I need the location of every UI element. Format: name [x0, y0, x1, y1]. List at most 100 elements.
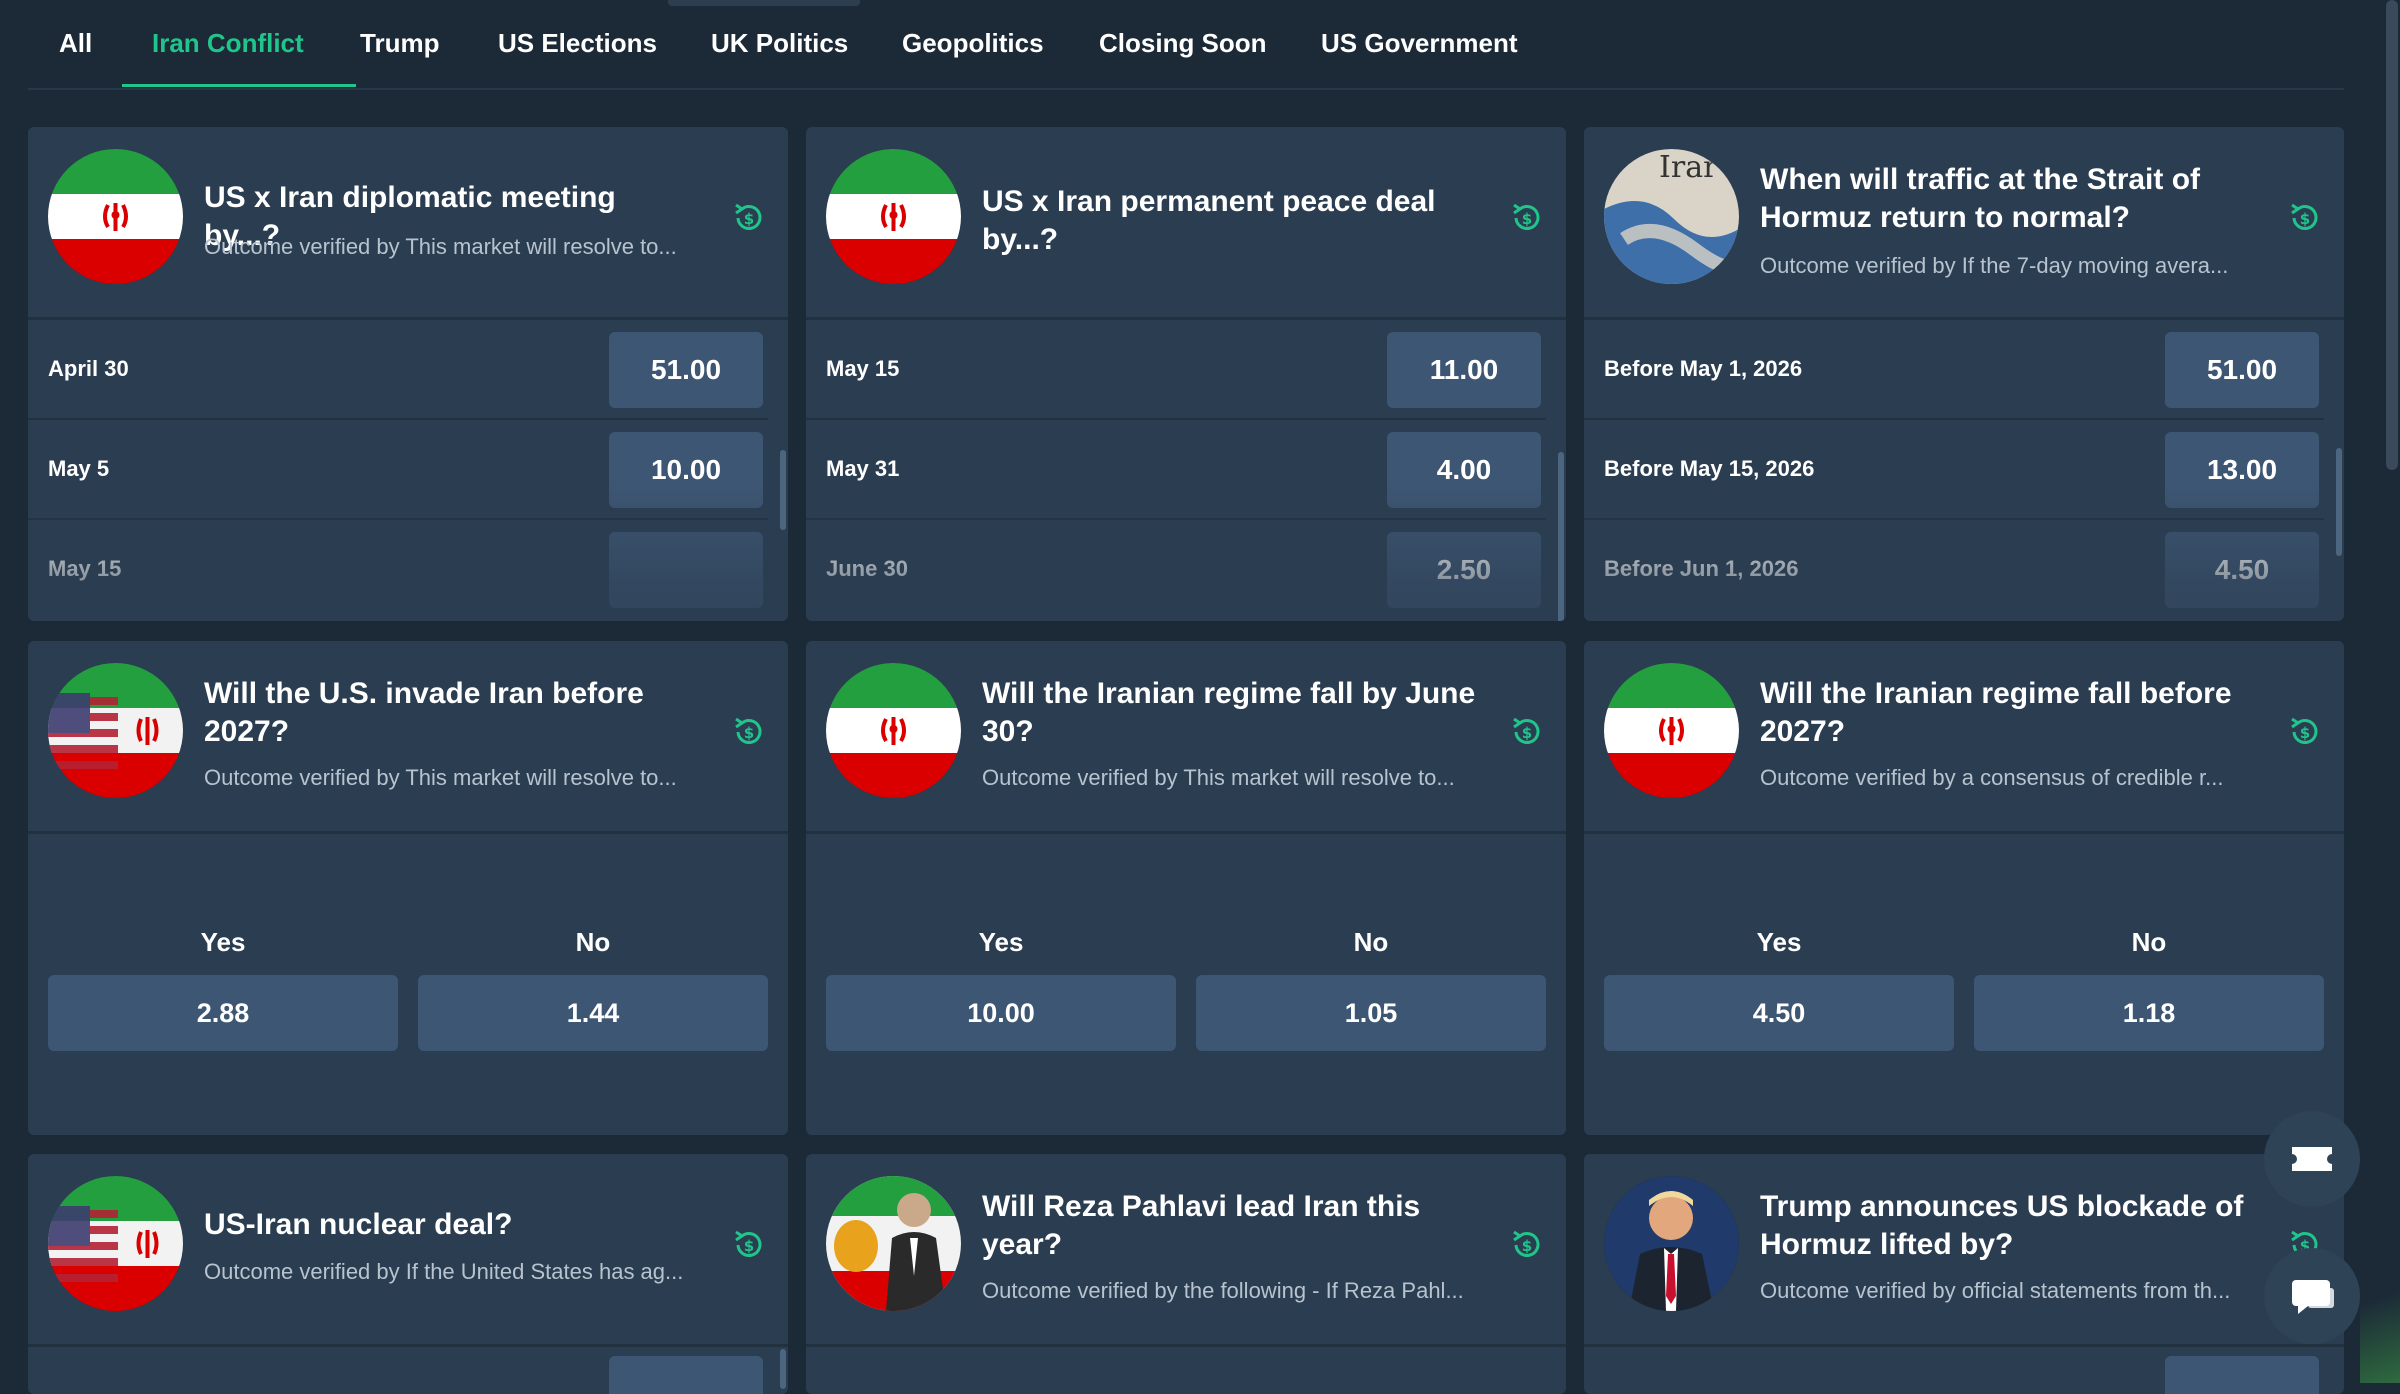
- scroll-thumb[interactable]: [780, 1349, 786, 1389]
- no-odds-button[interactable]: 1.18: [1974, 975, 2324, 1051]
- market-card-peace-deal[interactable]: US x Iran permanent peace deal by...? Ma…: [806, 127, 1566, 621]
- iran-flag-image: [826, 149, 961, 284]
- card-title[interactable]: Will the Iranian regime fall by June 30?: [982, 677, 1476, 748]
- odds-button[interactable]: 4.50: [2165, 532, 2319, 608]
- outcome-label: May 5: [48, 456, 110, 481]
- cash-refresh-icon: [2288, 715, 2322, 749]
- market-card-strait-of-hormuz[interactable]: When will traffic at the Strait of Hormu…: [1584, 127, 2344, 621]
- reza-pahlavi-photo: [826, 1176, 961, 1311]
- outcome-row: Before May 15, 2026 13.00: [1584, 420, 2324, 520]
- market-card-nuclear-deal[interactable]: US-Iran nuclear deal? Outcome verified b…: [28, 1154, 788, 1394]
- market-card-reza-pahlavi[interactable]: Will Reza Pahlavi lead Iran this year? O…: [806, 1154, 1566, 1394]
- card-subtitle: Outcome verified by This market will res…: [204, 234, 677, 259]
- cash-refresh-icon: [2288, 201, 2322, 235]
- outcome-label: Before May 15, 2026: [1604, 456, 1815, 481]
- cash-refresh-icon: [1510, 1228, 1544, 1262]
- card-header: Trump announces US blockade of Hormuz li…: [1584, 1154, 2344, 1347]
- card-title[interactable]: US x Iran diplomatic meeting by...?: [204, 181, 616, 252]
- market-card-regime-fall-june[interactable]: Will the Iranian regime fall by June 30?…: [806, 641, 1566, 1135]
- odds-button[interactable]: 51.00: [2165, 332, 2319, 408]
- card-title[interactable]: US-Iran nuclear deal?: [204, 1208, 513, 1241]
- page-scrollbar[interactable]: [2386, 0, 2398, 470]
- cash-refresh-icon: [732, 201, 766, 235]
- no-odds-button[interactable]: 1.05: [1196, 975, 1546, 1051]
- card-title[interactable]: Will the Iranian regime fall before 2027…: [1760, 677, 2232, 748]
- market-card-hormuz-blockade[interactable]: Trump announces US blockade of Hormuz li…: [1584, 1154, 2344, 1394]
- card-subtitle: Outcome verified by a consensus of credi…: [1760, 765, 2224, 790]
- tab-all[interactable]: All: [59, 28, 93, 58]
- yes-odds-button[interactable]: 10.00: [826, 975, 1176, 1051]
- odds-button[interactable]: [609, 532, 763, 608]
- yes-label: Yes: [978, 927, 1024, 957]
- market-card-regime-fall-2027[interactable]: Will the Iranian regime fall before 2027…: [1584, 641, 2344, 1135]
- chat-button[interactable]: [2264, 1248, 2360, 1344]
- tab-geopolitics[interactable]: Geopolitics: [902, 28, 1044, 58]
- outcome-label: June 30: [826, 556, 908, 581]
- market-card-us-invade-iran[interactable]: Will the U.S. invade Iran before 2027? O…: [28, 641, 788, 1135]
- outcome-label: May 15: [826, 356, 900, 381]
- tab-trump[interactable]: Trump: [360, 28, 440, 58]
- odds-button[interactable]: [609, 1356, 763, 1394]
- chat-icon: [2292, 1280, 2334, 1314]
- yes-odds-button[interactable]: 4.50: [1604, 975, 1954, 1051]
- scroll-thumb[interactable]: [2336, 448, 2342, 556]
- cash-refresh-icon: [1510, 715, 1544, 749]
- tab-uk-politics[interactable]: UK Politics: [711, 28, 849, 58]
- outcome-row: May 15 11.00: [806, 320, 1546, 420]
- outcome-label: Before May 1, 2026: [1604, 356, 1803, 381]
- card-header: US x Iran permanent peace deal by...?: [806, 127, 1566, 320]
- outcome-label: May 15: [48, 556, 122, 581]
- corner-accent: [2360, 1243, 2400, 1383]
- odds-button[interactable]: [2165, 1356, 2319, 1394]
- outcome-label: Before Jun 1, 2026: [1604, 556, 1799, 581]
- yes-odds-button[interactable]: 2.88: [48, 975, 398, 1051]
- card-header: Will the U.S. invade Iran before 2027? O…: [28, 641, 788, 834]
- odds-button[interactable]: 2.50: [1387, 532, 1541, 608]
- card-subtitle: Outcome verified by If the 7-day moving …: [1760, 253, 2229, 278]
- odds-button[interactable]: 51.00: [609, 332, 763, 408]
- no-odds-button[interactable]: 1.44: [418, 975, 768, 1051]
- card-header: Will the Iranian regime fall by June 30?…: [806, 641, 1566, 834]
- outcomes-scrollbar[interactable]: [780, 1349, 786, 1389]
- outcomes-scrollbar[interactable]: [1558, 322, 1564, 621]
- strait-of-hormuz-map-image: [1604, 149, 1739, 284]
- top-handle: [668, 0, 860, 6]
- outcome-row: May 15: [28, 520, 768, 618]
- iran-flag-image: [826, 663, 961, 798]
- active-tab-indicator: [122, 84, 356, 87]
- tab-closing-soon[interactable]: Closing Soon: [1099, 28, 1267, 58]
- odds-button[interactable]: 13.00: [2165, 432, 2319, 508]
- card-title[interactable]: Trump announces US blockade of Hormuz li…: [1760, 1190, 2244, 1261]
- odds-button[interactable]: 10.00: [609, 432, 763, 508]
- no-label: No: [2131, 927, 2167, 957]
- card-header: When will traffic at the Strait of Hormu…: [1584, 127, 2344, 320]
- odds-button[interactable]: 4.00: [1387, 432, 1541, 508]
- outcome-row: April 30 51.00: [28, 320, 768, 420]
- betslip-button[interactable]: [2264, 1111, 2360, 1207]
- outcomes-scrollbar[interactable]: [780, 322, 786, 602]
- market-card-diplomatic-meeting[interactable]: US x Iran diplomatic meeting by...? Outc…: [28, 127, 788, 621]
- outcome-row: Before Jun 1, 2026 4.50: [1584, 520, 2324, 618]
- card-title[interactable]: US x Iran permanent peace deal by...?: [982, 185, 1436, 256]
- odds-button[interactable]: 11.00: [1387, 332, 1541, 408]
- iran-flag-image: [48, 149, 183, 284]
- card-header: US-Iran nuclear deal? Outcome verified b…: [28, 1154, 788, 1347]
- card-subtitle: Outcome verified by This market will res…: [204, 765, 677, 790]
- no-label: No: [1353, 927, 1389, 957]
- card-title[interactable]: When will traffic at the Strait of Hormu…: [1760, 163, 2201, 234]
- outcome-row: June 30 2.50: [806, 520, 1546, 618]
- tab-us-elections[interactable]: US Elections: [498, 28, 657, 58]
- scroll-thumb[interactable]: [780, 450, 786, 530]
- card-title[interactable]: Will Reza Pahlavi lead Iran this year?: [982, 1190, 1421, 1261]
- card-subtitle: Outcome verified by the following - If R…: [982, 1278, 1464, 1303]
- category-tabs: All Iran Conflict Trump US Elections UK …: [28, 0, 2344, 90]
- iran-flag-image: [1604, 663, 1739, 798]
- tab-iran-conflict[interactable]: Iran Conflict: [152, 28, 304, 58]
- card-title[interactable]: Will the U.S. invade Iran before 2027?: [204, 677, 644, 748]
- outcome-row: May 5 10.00: [28, 420, 768, 520]
- outcomes-scrollbar[interactable]: [2336, 322, 2342, 602]
- cash-refresh-icon: [732, 1228, 766, 1262]
- scroll-thumb[interactable]: [1558, 452, 1564, 621]
- tab-us-government[interactable]: US Government: [1321, 28, 1518, 58]
- outcome-label: April 30: [48, 356, 129, 381]
